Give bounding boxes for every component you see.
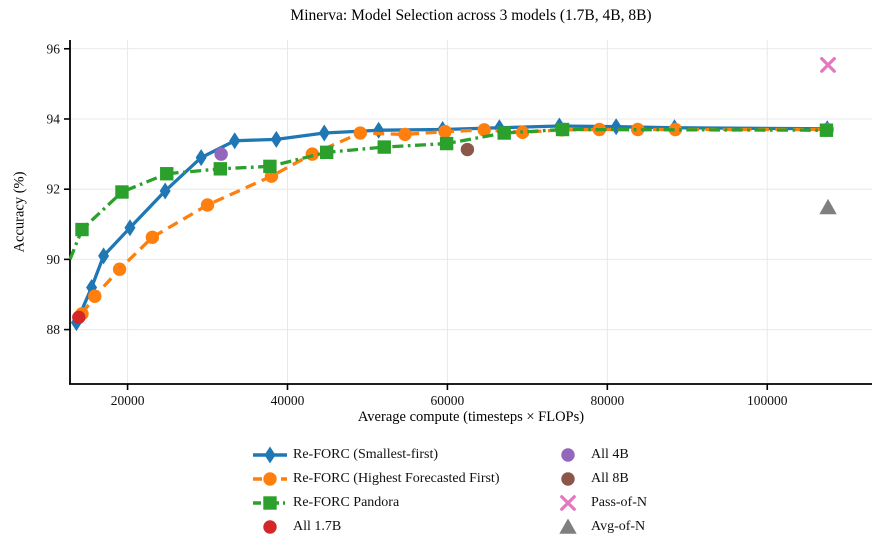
- legend: Re-FORC (Smallest-first) Re-FORC (Highest…: [0, 443, 886, 543]
- all-4b-marker-icon: [561, 448, 575, 462]
- pass-of-n-marker-icon: [560, 495, 576, 511]
- y-tick-label: 96: [47, 41, 61, 56]
- x-tick-label: 60000: [431, 393, 465, 408]
- x-tick-label: 80000: [590, 393, 624, 408]
- all-1-7b-marker-icon: [263, 520, 277, 534]
- legend-item-re-forc-pandora: Re-FORC Pandora: [253, 491, 499, 515]
- legend-item-re-forc-smallest-first: Re-FORC (Smallest-first): [253, 443, 499, 467]
- legend-label: Pass-of-N: [591, 495, 647, 510]
- plot-area: 20000 40000 60000 80000 100000 88 90 92 94 96: [47, 40, 872, 408]
- x-tick-label: 40000: [271, 393, 305, 408]
- point-all-4b: [214, 147, 228, 161]
- legend-label: Avg-of-N: [591, 519, 646, 534]
- x-tick-label: 100000: [747, 393, 788, 408]
- point-pass-of-n: [820, 57, 836, 73]
- chart-title: Minerva: Model Selection across 3 models…: [290, 7, 652, 24]
- legend-item-pass-of-n: Pass-of-N: [551, 491, 647, 515]
- legend-item-all-8b: All 8B: [551, 467, 647, 491]
- x-tick-label: 20000: [111, 393, 145, 408]
- x-axis-label: Average compute (timesteps × FLOPs): [357, 409, 585, 425]
- point-all-8b: [460, 142, 475, 157]
- avg-of-n-marker-icon: [559, 518, 577, 534]
- legend-label: All 8B: [591, 471, 629, 486]
- legend-item-avg-of-n: Avg-of-N: [551, 515, 647, 539]
- legend-item-re-forc-highest-forecasted-first: Re-FORC (Highest Forecasted First): [253, 467, 499, 491]
- re-forc-pandora-marker-icon: [253, 496, 287, 510]
- legend-label: All 4B: [591, 447, 629, 462]
- re-forc-smallest-first-marker-icon: [253, 446, 287, 464]
- grid-lines: [70, 40, 872, 384]
- legend-label: Re-FORC (Highest Forecasted First): [293, 471, 500, 486]
- y-tick-label: 88: [47, 322, 61, 337]
- series-re-forc-highest-forecasted-first: [75, 122, 834, 321]
- legend-label: Re-FORC Pandora: [293, 495, 400, 510]
- legend-label: Re-FORC (Smallest-first): [293, 447, 439, 462]
- legend-column-2: All 4B All 8B Pass-of-N Avg-of-N: [551, 443, 647, 539]
- series-re-forc-pandora: [68, 122, 834, 261]
- y-tick-label: 90: [47, 252, 61, 267]
- axes: 20000 40000 60000 80000 100000 88 90 92 94 96: [47, 40, 872, 408]
- re-forc-highest-forecasted-first-marker-icon: [253, 472, 287, 486]
- legend-item-all-1-7b: All 1.7B: [253, 515, 499, 539]
- point-all-1-7b: [72, 310, 86, 325]
- legend-column-1: Re-FORC (Smallest-first) Re-FORC (Highest…: [253, 443, 499, 539]
- y-tick-label: 94: [47, 111, 61, 126]
- legend-item-all-4b: All 4B: [551, 443, 647, 467]
- point-avg-of-n: [819, 198, 837, 215]
- y-tick-label: 92: [47, 182, 61, 197]
- legend-label: All 1.7B: [293, 519, 342, 534]
- all-8b-marker-icon: [561, 472, 575, 486]
